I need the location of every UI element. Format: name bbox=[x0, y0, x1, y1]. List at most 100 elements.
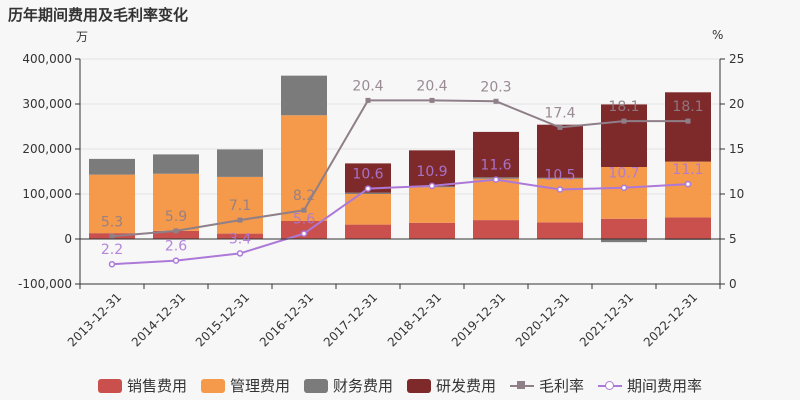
data-label-gross: 20.4 bbox=[352, 78, 383, 94]
bar-finance bbox=[89, 158, 135, 175]
right-tick-label: 25 bbox=[729, 52, 744, 66]
marker-gross bbox=[365, 97, 371, 103]
legend: 销售费用 管理费用 财务费用 研发费用 毛利率 期间费用率 bbox=[0, 375, 800, 396]
x-tick-label: 2022-12-31 bbox=[641, 290, 700, 349]
marker-gross bbox=[685, 118, 691, 124]
data-label-gross: 20.4 bbox=[416, 78, 447, 94]
marker-expense bbox=[108, 260, 116, 268]
legend-label-rd: 研发费用 bbox=[436, 377, 497, 395]
legend-item-finance[interactable]: 财务费用 bbox=[303, 375, 393, 396]
left-tick-label: 400,000 bbox=[22, 52, 72, 66]
marker-expense bbox=[492, 176, 500, 183]
x-tick-label: 2017-12-31 bbox=[321, 290, 380, 349]
bar-admin bbox=[281, 115, 327, 221]
bar-rd bbox=[537, 124, 583, 178]
bar-finance bbox=[537, 177, 583, 179]
legend-label-expense: 期间费用率 bbox=[627, 377, 703, 395]
marker-gross bbox=[621, 118, 627, 124]
left-tick-label: 300,000 bbox=[22, 97, 72, 111]
marker-expense bbox=[236, 250, 244, 257]
bar-finance bbox=[281, 75, 327, 116]
bar-admin bbox=[345, 194, 391, 225]
marker-gross bbox=[493, 98, 499, 104]
legend-item-sales[interactable]: 销售费用 bbox=[97, 375, 187, 396]
data-label-expense: 10.9 bbox=[416, 164, 447, 180]
bar-admin bbox=[153, 173, 199, 231]
line-expense bbox=[111, 178, 689, 266]
marker-gross bbox=[173, 228, 179, 234]
data-label-gross: 7.1 bbox=[229, 198, 251, 214]
bar-admin bbox=[537, 178, 583, 223]
data-label-gross: 5.9 bbox=[165, 209, 187, 225]
x-tick-label: 2013-12-31 bbox=[65, 290, 124, 349]
x-tick-label: 2014-12-31 bbox=[129, 290, 188, 349]
bar-sales bbox=[409, 222, 455, 239]
left-axis-unit: 万 bbox=[76, 30, 89, 44]
marker-expense bbox=[684, 180, 692, 188]
right-axis-unit: % bbox=[712, 28, 724, 42]
bar-group bbox=[89, 75, 711, 243]
right-tick-label: 0 bbox=[729, 277, 737, 291]
x-tick-label: 2020-12-31 bbox=[513, 290, 572, 349]
marker-gross bbox=[301, 207, 307, 213]
right-tick-label: 20 bbox=[729, 97, 744, 111]
data-label-expense: 11.6 bbox=[480, 158, 511, 174]
marker-expense bbox=[364, 185, 372, 192]
bar-admin bbox=[89, 174, 135, 234]
line-group bbox=[108, 97, 692, 268]
left-tick-label: 100,000 bbox=[22, 187, 72, 201]
right-tick-label: 5 bbox=[729, 232, 737, 246]
bar-sales bbox=[217, 233, 263, 239]
legend-item-admin[interactable]: 管理费用 bbox=[200, 375, 290, 396]
data-label-gross: 18.1 bbox=[608, 99, 639, 115]
bar-rd bbox=[473, 131, 519, 178]
data-label-expense: 11.1 bbox=[672, 162, 703, 178]
data-label-gross: 5.3 bbox=[101, 214, 123, 230]
legend-item-expense[interactable]: 期间费用率 bbox=[598, 375, 702, 396]
bar-sales bbox=[473, 220, 519, 239]
bar-admin bbox=[217, 176, 263, 234]
legend-label-finance: 财务费用 bbox=[332, 377, 393, 395]
legend-swatch-rd bbox=[407, 378, 431, 393]
data-label-expense: 3.4 bbox=[229, 231, 251, 247]
data-label-gross: 20.3 bbox=[480, 79, 511, 95]
legend-swatch-gross bbox=[510, 379, 535, 393]
bar-sales bbox=[665, 217, 711, 239]
chart-canvas: -100,000 0 100,000 200,000 300,000 400,000 0 5 1… bbox=[18, 52, 744, 349]
legend-swatch-finance bbox=[303, 378, 328, 393]
legend-swatch-admin bbox=[200, 378, 225, 393]
legend-item-gross[interactable]: 毛利率 bbox=[510, 375, 584, 396]
bar-admin bbox=[665, 161, 711, 218]
right-tick-label: 10 bbox=[729, 187, 744, 201]
legend-label-gross: 毛利率 bbox=[539, 377, 585, 395]
legend-label-sales: 销售费用 bbox=[126, 377, 187, 395]
left-tick-label: 0 bbox=[64, 232, 72, 246]
x-tick-label: 2018-12-31 bbox=[385, 290, 444, 349]
bar-rd bbox=[601, 104, 647, 167]
legend-item-rd[interactable]: 研发费用 bbox=[407, 375, 496, 396]
data-labels: 5.3 5.9 7.1 8.2 20.4 20.4 20.3 17.4 18.1 18.1 2.2 2… bbox=[101, 78, 704, 258]
bar-finance bbox=[345, 192, 391, 194]
chart-title: 历年期间费用及毛利率变化 bbox=[8, 6, 189, 24]
legend-swatch-expense bbox=[598, 379, 623, 393]
legend-swatch-sales bbox=[97, 378, 122, 393]
marker-gross bbox=[557, 124, 563, 130]
left-tick-label: -100,000 bbox=[18, 277, 72, 291]
bar-admin bbox=[601, 167, 647, 219]
data-label-expense: 2.6 bbox=[165, 239, 187, 255]
data-label-gross: 8.2 bbox=[293, 188, 315, 204]
data-label-gross: 18.1 bbox=[672, 99, 703, 115]
bar-sales bbox=[153, 230, 199, 239]
marker-gross bbox=[429, 97, 435, 103]
bar-admin bbox=[473, 178, 519, 221]
data-label-expense: 2.2 bbox=[101, 242, 123, 258]
marker-gross bbox=[237, 217, 243, 223]
legend-label-admin: 管理费用 bbox=[229, 377, 290, 395]
bar-sales bbox=[537, 222, 583, 239]
marker-expense bbox=[556, 186, 564, 193]
bar-rd bbox=[665, 92, 711, 162]
bar-finance bbox=[217, 149, 263, 177]
x-tick-label: 2019-12-31 bbox=[449, 290, 508, 349]
data-label-expense: 10.5 bbox=[544, 168, 575, 184]
